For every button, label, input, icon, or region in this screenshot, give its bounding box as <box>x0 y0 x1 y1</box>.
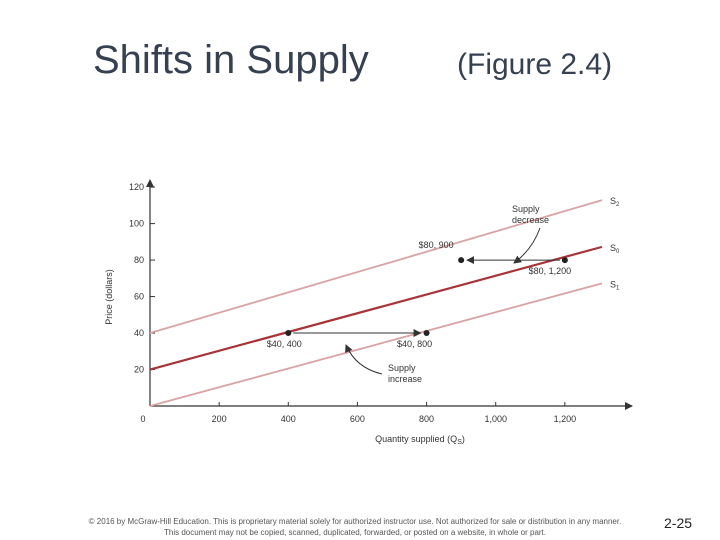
footer-line-1: © 2016 by McGraw-Hill Education. This is… <box>88 517 622 526</box>
x-tick-label: 800 <box>419 414 434 424</box>
annotation-pointer-increase <box>345 344 383 375</box>
x-tick-label: 600 <box>350 414 365 424</box>
page-number: 2-25 <box>664 515 693 531</box>
series-label-s2: S2 <box>610 196 620 208</box>
x-tick-label: 0 <box>140 414 145 424</box>
point-label: $80, 1,200 <box>529 266 572 276</box>
slide-title: Shifts in Supply <box>93 38 369 82</box>
footer-line-2: This document may not be copied, scanned… <box>164 528 546 537</box>
supply-line-s1 <box>149 282 603 407</box>
annotation-decrease-line2: decrease <box>512 215 549 225</box>
y-tick-label: 100 <box>129 219 144 229</box>
data-point <box>285 330 292 337</box>
annotation-pointer-decrease <box>513 227 541 264</box>
point-label: $40, 400 <box>267 339 302 349</box>
point-label: $40, 800 <box>397 339 432 349</box>
y-tick-label: 120 <box>129 182 144 192</box>
annotation-increase-line2: increase <box>388 374 422 384</box>
data-point <box>561 257 568 264</box>
y-tick-label: 80 <box>134 255 144 265</box>
x-tick-label: 1,200 <box>554 414 577 424</box>
y-tick-label: 60 <box>134 292 144 302</box>
supply-line-s2 <box>149 199 603 334</box>
annotation-decrease-line1: Supply <box>512 204 540 214</box>
point-label: $80, 900 <box>419 240 454 250</box>
annotation-increase-line1: Supply <box>388 363 416 373</box>
figure-reference: (Figure 2.4) <box>457 48 613 81</box>
copyright-footer: © 2016 by McGraw-Hill Education. This is… <box>60 516 650 538</box>
x-axis-label: Quantity supplied (QS) <box>375 434 465 446</box>
series-label-s0: S0 <box>610 243 620 255</box>
supply-line-s0 <box>149 245 603 371</box>
series-label-s1: S1 <box>610 279 620 291</box>
y-tick-label: 40 <box>134 328 144 338</box>
y-tick-label: 20 <box>134 365 144 375</box>
x-tick-label: 400 <box>281 414 296 424</box>
y-axis-label: Price (dollars) <box>104 269 114 325</box>
x-tick-label: 1,000 <box>484 414 507 424</box>
x-tick-label: 200 <box>212 414 227 424</box>
data-point <box>458 257 465 264</box>
data-point <box>423 330 430 337</box>
